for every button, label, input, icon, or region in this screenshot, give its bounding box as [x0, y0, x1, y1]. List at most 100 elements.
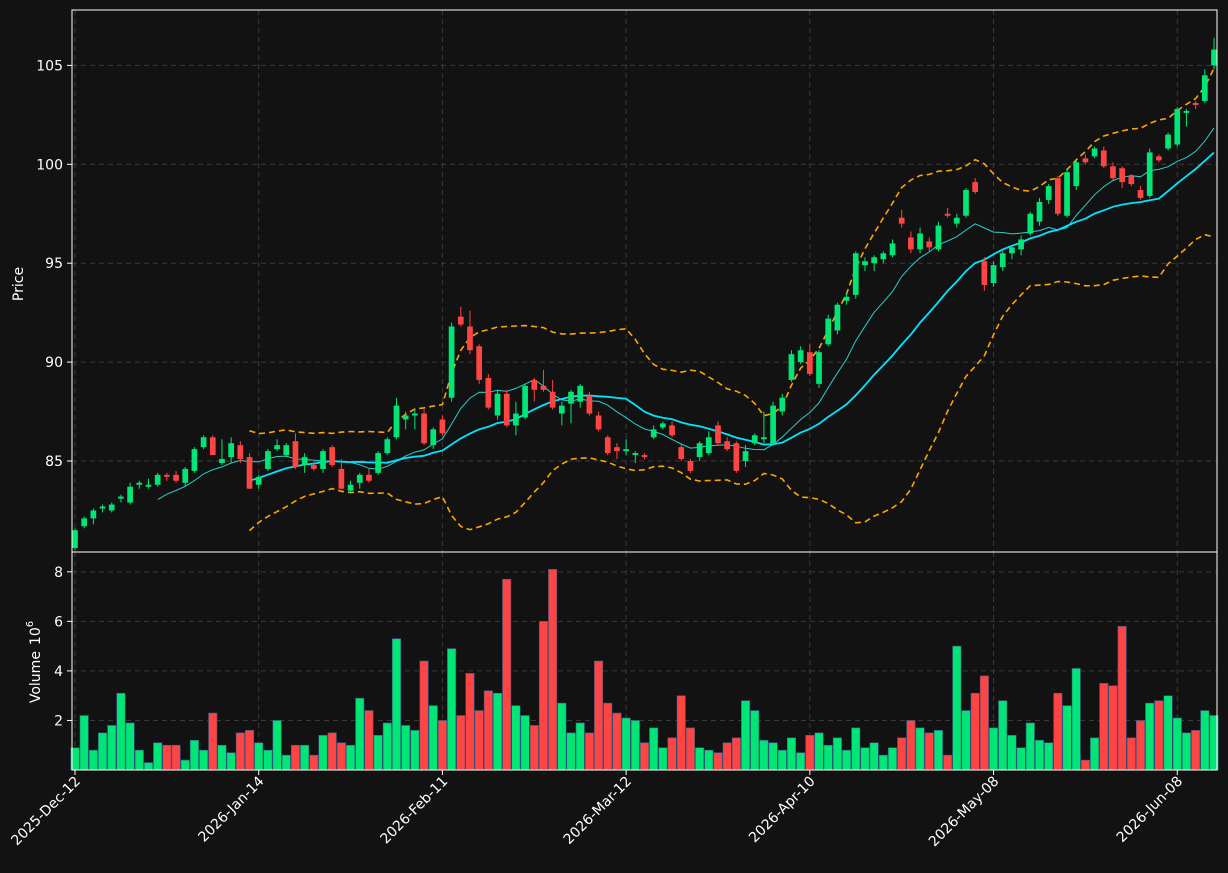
candle	[963, 188, 969, 218]
candle-body	[540, 385, 547, 390]
candle	[650, 425, 657, 440]
candle	[219, 439, 225, 465]
candle	[448, 322, 455, 402]
candle-body	[724, 441, 731, 450]
candle	[265, 449, 271, 471]
candle	[476, 344, 483, 384]
candle-body	[265, 451, 271, 469]
volume-bar	[989, 727, 999, 771]
volume-bar	[1191, 730, 1201, 771]
volume-bar	[116, 692, 126, 771]
candle	[604, 435, 611, 456]
volume-bar	[805, 735, 815, 771]
volume-bar	[548, 569, 558, 771]
candle	[797, 346, 804, 365]
price-y-tick-label: 90	[45, 355, 63, 371]
volume-bar	[199, 749, 209, 771]
candle-body	[981, 261, 988, 285]
volume-bar	[952, 645, 962, 771]
candle-body	[852, 253, 859, 295]
candle	[623, 439, 629, 456]
volume-bar	[1108, 685, 1118, 771]
candle-body	[467, 326, 473, 351]
candle-body	[1064, 172, 1070, 216]
candle-body	[595, 415, 602, 430]
volume-bar	[933, 730, 943, 771]
candle-body	[972, 182, 979, 192]
candle	[1128, 174, 1135, 187]
candle	[246, 453, 253, 489]
candle-body	[1146, 152, 1153, 196]
volume-bar	[134, 749, 144, 771]
volume-bar	[741, 700, 751, 771]
candle-body	[393, 405, 400, 438]
candle-body	[310, 464, 317, 469]
volume-bar	[878, 754, 888, 771]
volume-bar	[897, 737, 907, 771]
candle	[742, 445, 749, 467]
volume-bar	[639, 742, 650, 771]
candle-body	[301, 457, 308, 465]
volume-bar	[869, 742, 879, 771]
volume-bar	[300, 744, 310, 771]
candle	[705, 431, 712, 456]
candle	[467, 310, 473, 355]
bollinger-lower-line	[248, 233, 1215, 532]
volume-bar	[796, 752, 806, 771]
candle	[375, 451, 381, 475]
candle	[586, 391, 593, 416]
volume-bar	[979, 675, 989, 771]
candle-body	[779, 397, 786, 412]
candle-body	[742, 451, 749, 462]
volume-bar	[1016, 747, 1026, 771]
candle-body	[439, 419, 446, 434]
volume-bar	[603, 702, 613, 771]
candle-body	[1156, 156, 1162, 161]
volume-bar	[612, 712, 622, 771]
candle	[678, 443, 685, 462]
candle	[154, 472, 161, 487]
candle	[1146, 148, 1153, 198]
candle-body	[806, 352, 813, 374]
volume-bar	[382, 722, 392, 771]
volume-bar	[189, 739, 199, 771]
candle	[696, 441, 703, 462]
candle	[1119, 166, 1125, 189]
price-y-tick-label: 85	[45, 454, 63, 470]
candle-body	[1018, 239, 1024, 250]
candle-body	[1027, 213, 1034, 234]
volume-y-tick-label: 6	[54, 614, 63, 630]
candle	[660, 421, 666, 430]
candle	[1100, 146, 1107, 169]
volume-bar	[391, 638, 402, 771]
volume-bar	[750, 710, 760, 771]
candle-body	[522, 385, 528, 418]
candle-body	[770, 405, 776, 444]
volume-bar	[557, 702, 567, 771]
volume-bar	[428, 705, 438, 771]
volume-bar	[630, 720, 640, 771]
candle	[182, 466, 189, 487]
candle	[292, 433, 299, 469]
volume-bar	[180, 759, 190, 771]
volume-bar	[254, 742, 264, 771]
volume-bar	[1154, 700, 1164, 771]
candle	[935, 221, 942, 252]
candle	[1064, 168, 1070, 218]
candle	[99, 504, 106, 513]
candle-body	[237, 445, 244, 460]
candle-body	[476, 346, 483, 380]
candle-body	[513, 413, 519, 426]
candle	[1174, 106, 1181, 147]
candle	[237, 441, 244, 463]
candle-body	[1009, 247, 1015, 254]
volume-bar	[1200, 710, 1210, 771]
volume-bar	[1080, 759, 1090, 771]
price-axis-label: Price	[11, 267, 27, 301]
candle-body	[549, 391, 556, 408]
volume-bar	[731, 737, 741, 771]
candle-body	[246, 457, 253, 489]
candle	[90, 508, 97, 525]
volume-bar	[584, 732, 594, 771]
price-grid	[72, 10, 1217, 552]
